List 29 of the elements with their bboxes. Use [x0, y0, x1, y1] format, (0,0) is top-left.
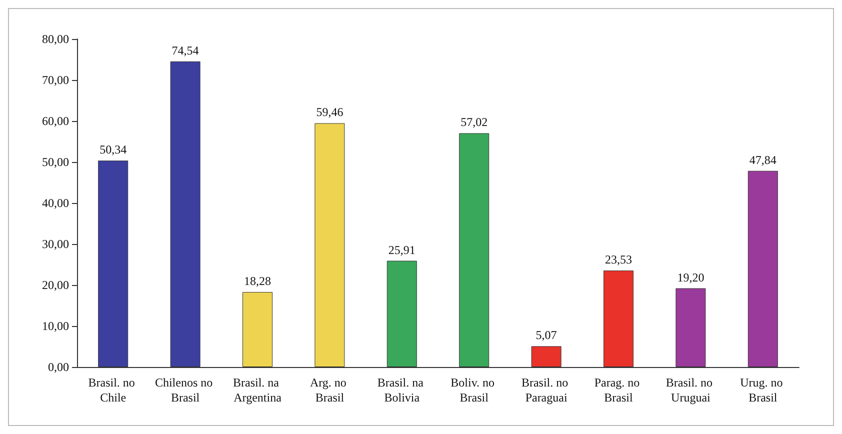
data-label: 50,34 [100, 142, 127, 157]
data-label: 25,91 [388, 242, 416, 257]
y-tick-label: 60,00 [42, 114, 69, 128]
x-tick-label: Arg. no Brasil [310, 376, 350, 404]
x-tick-label: Brasil. no Paraguai [521, 376, 572, 404]
y-tick-label: 80,00 [42, 32, 69, 46]
y-tick-label: 50,00 [42, 155, 69, 169]
data-label: 59,46 [316, 105, 344, 120]
data-label: 19,20 [677, 270, 704, 284]
x-tick-label: Brasil. no Uruguai [666, 376, 716, 404]
y-tick-label: 10,00 [42, 319, 69, 333]
x-tick-label: Chilenos no Brasil [154, 376, 216, 404]
y-tick-label: 20,00 [42, 278, 69, 292]
x-tick-label: Urug. no Brasil [740, 376, 786, 404]
y-tick-label: 0,00 [48, 360, 69, 374]
data-label: 18,28 [244, 274, 271, 288]
x-tick-label: Parag. no Brasil [594, 376, 643, 404]
data-label: 47,84 [749, 152, 776, 167]
data-label: 57,02 [460, 115, 488, 130]
x-tick-label: Brasil. no Chile [88, 376, 138, 404]
x-tick-label: Brasil. na Bolivia [377, 376, 426, 404]
y-tick-label: 30,00 [42, 237, 69, 251]
data-label: 5,07 [536, 328, 557, 342]
x-tick-label: Boliv. no Brasil [450, 376, 498, 404]
y-tick-label: 40,00 [42, 196, 69, 210]
data-label: 23,53 [605, 252, 632, 267]
x-tick-label: Brasil. na Argentina [233, 376, 282, 404]
data-label: 74,54 [172, 43, 199, 58]
y-tick-label: 70,00 [42, 73, 69, 87]
